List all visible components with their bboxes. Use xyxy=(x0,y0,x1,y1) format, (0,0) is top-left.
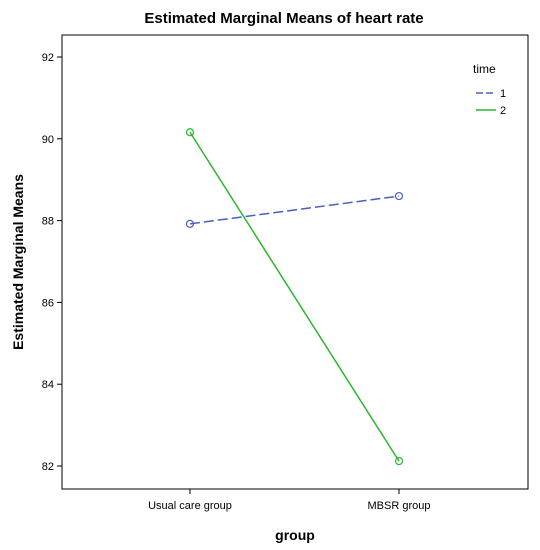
y-axis-label: Estimated Marginal Means xyxy=(10,174,26,350)
legend-label-time-1: 1 xyxy=(500,88,506,100)
x-axis-label: group xyxy=(275,527,315,543)
x-tick-label: Usual care group xyxy=(148,500,232,512)
plot-frame xyxy=(61,34,529,490)
legend-label-time-2: 2 xyxy=(500,105,506,117)
data-point-time-2 xyxy=(394,456,404,466)
y-tick-label: 84 xyxy=(42,379,54,391)
y-tick-label: 86 xyxy=(42,297,54,309)
data-point-time-2 xyxy=(185,128,195,137)
x-axis: Usual care group MBSR group xyxy=(148,489,430,512)
series-line-time-1 xyxy=(189,195,400,225)
chart-title: Estimated Marginal Means of heart rate xyxy=(144,10,423,27)
y-axis: 82 84 86 88 90 92 xyxy=(42,52,62,473)
y-tick-label: 92 xyxy=(42,52,54,64)
data-point-time-1 xyxy=(394,191,404,201)
data-point-time-1 xyxy=(185,219,195,228)
x-tick-label: MBSR group xyxy=(368,500,431,512)
y-tick-label: 90 xyxy=(42,134,54,146)
legend-title: time xyxy=(473,62,496,76)
series-line-time-2 xyxy=(189,131,400,462)
legend: time 1 2 xyxy=(473,62,506,117)
series-layer xyxy=(185,128,404,466)
y-tick-label: 88 xyxy=(42,216,54,228)
y-tick-label: 82 xyxy=(42,461,54,473)
